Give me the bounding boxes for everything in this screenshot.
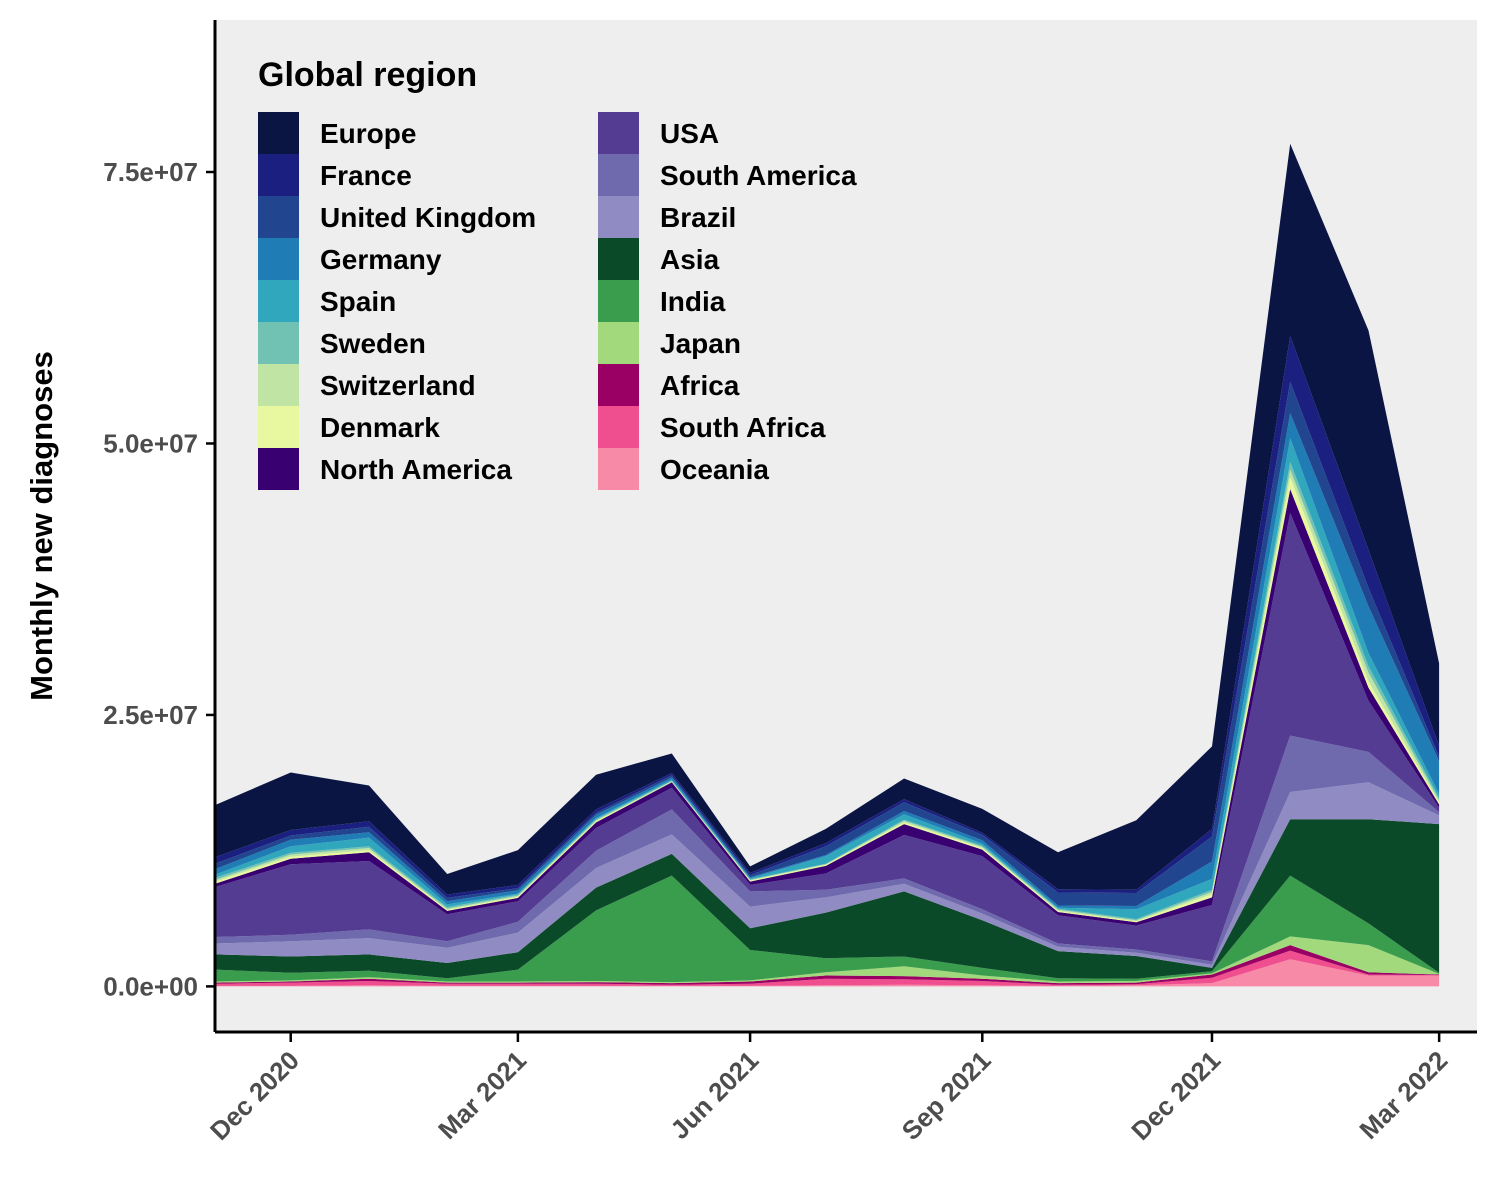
legend-key-united-kingdom bbox=[258, 196, 299, 238]
x-axis-ticks: Dec 2020 Mar 2021 Jun 2021 Sep 2021 Dec 2021… bbox=[204, 1032, 1453, 1146]
legend-key-north-america bbox=[258, 448, 299, 490]
legend-label-sweden: Sweden bbox=[320, 328, 426, 359]
area-japan bbox=[215, 936, 1440, 984]
legend-label-europe: Europe bbox=[320, 118, 416, 149]
legend-label-asia: Asia bbox=[660, 244, 720, 275]
legend-label-south-africa: South Africa bbox=[660, 412, 826, 443]
area-south-america bbox=[215, 735, 1440, 965]
legend-key-usa bbox=[598, 112, 639, 154]
legend-key-south-africa bbox=[598, 406, 639, 448]
legend-key-spain bbox=[258, 280, 299, 322]
legend-key-switzerland bbox=[258, 364, 299, 406]
legend: Global region Europe France United Kingdom… bbox=[258, 56, 857, 490]
y-tick-label: 5.0e+07 bbox=[103, 428, 198, 458]
legend-title: Global region bbox=[258, 56, 477, 94]
area-india bbox=[215, 875, 1440, 983]
y-tick-label: 7.5e+07 bbox=[103, 157, 198, 187]
y-tick-label: 0.0e+00 bbox=[103, 971, 198, 1001]
y-axis-title: Monthly new diagnoses bbox=[24, 351, 59, 701]
legend-label-france: France bbox=[320, 160, 412, 191]
legend-label-japan: Japan bbox=[660, 328, 741, 359]
legend-key-europe bbox=[258, 112, 299, 154]
x-tick-label: Mar 2021 bbox=[432, 1045, 532, 1145]
x-tick-label: Dec 2020 bbox=[204, 1045, 305, 1146]
legend-label-india: India bbox=[660, 286, 726, 317]
legend-key-india bbox=[598, 280, 639, 322]
area-south-africa bbox=[215, 950, 1440, 986]
area-asia bbox=[215, 819, 1440, 979]
legend-key-asia bbox=[598, 238, 639, 280]
x-tick-label: Mar 2022 bbox=[1353, 1045, 1453, 1145]
legend-label-oceania: Oceania bbox=[660, 454, 769, 485]
legend-key-oceania bbox=[598, 448, 639, 490]
area-oceania bbox=[215, 959, 1440, 987]
legend-label-africa: Africa bbox=[660, 370, 740, 401]
legend-key-africa bbox=[598, 364, 639, 406]
legend-key-germany bbox=[258, 238, 299, 280]
legend-key-france bbox=[258, 154, 299, 196]
legend-label-germany: Germany bbox=[320, 244, 442, 275]
legend-label-north-america: North America bbox=[320, 454, 512, 485]
legend-key-brazil bbox=[598, 196, 639, 238]
area-layers bbox=[215, 143, 1440, 987]
legend-label-usa: USA bbox=[660, 118, 719, 149]
legend-key-south-america bbox=[598, 154, 639, 196]
area-africa bbox=[215, 945, 1440, 985]
legend-label-switzerland: Switzerland bbox=[320, 370, 476, 401]
legend-label-south-america: South America bbox=[660, 160, 857, 191]
legend-key-denmark bbox=[258, 406, 299, 448]
x-tick-label: Jun 2021 bbox=[664, 1045, 764, 1145]
area-europe bbox=[215, 143, 1440, 895]
x-tick-label: Dec 2021 bbox=[1125, 1045, 1226, 1146]
y-axis-ticks: 0.0e+00 2.5e+07 5.0e+07 7.5e+07 bbox=[103, 157, 215, 1001]
x-tick-label: Sep 2021 bbox=[896, 1045, 997, 1146]
area-brazil bbox=[215, 782, 1440, 968]
legend-label-brazil: Brazil bbox=[660, 202, 736, 233]
legend-label-spain: Spain bbox=[320, 286, 396, 317]
legend-label-denmark: Denmark bbox=[320, 412, 440, 443]
area-usa bbox=[215, 513, 1440, 962]
y-tick-label: 2.5e+07 bbox=[103, 700, 198, 730]
legend-label-united-kingdom: United Kingdom bbox=[320, 202, 536, 233]
legend-key-japan bbox=[598, 322, 639, 364]
legend-key-sweden bbox=[258, 322, 299, 364]
